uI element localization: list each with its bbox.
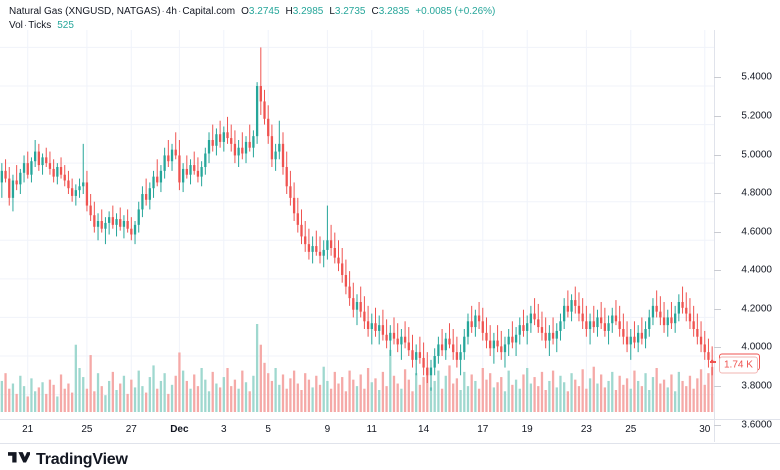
time-tick-label: 23 — [580, 424, 592, 435]
price-tick-mark — [714, 270, 721, 272]
footer-divider — [0, 443, 780, 444]
ohlc-change-value: +0.0085 (+0.26%) — [415, 6, 496, 17]
price-tick-label: 4.4000 — [741, 264, 772, 276]
price-tick-label: 3.6000 — [741, 419, 772, 431]
price-tick-mark — [714, 424, 721, 426]
volume-source: Ticks — [28, 20, 52, 31]
time-tick-label: 5 — [265, 424, 271, 435]
time-tick-label: 3 — [221, 424, 227, 435]
price-tick-label: 4.0000 — [741, 341, 772, 353]
price-axis-divider — [714, 30, 715, 442]
legend-separator-3: · — [23, 20, 28, 31]
legend-separator-2: · — [177, 6, 182, 17]
time-tick-label: Dec — [170, 424, 189, 435]
time-axis[interactable]: 21 25 27 Dec 3 5 9 11 14 17 19 23 25 30 — [0, 420, 714, 442]
price-tick-label: 5.4000 — [741, 71, 772, 83]
price-tick-mark — [714, 386, 721, 387]
price-tick-label: 4.6000 — [741, 226, 772, 238]
price-pane[interactable] — [0, 30, 714, 412]
ohlc-close-label: C — [371, 6, 379, 17]
price-tick-mark — [714, 77, 721, 79]
chart-legend: Natural Gas (XNGUSD, NATGAS)·4h·Capital.… — [9, 5, 495, 33]
ohlc-high-value: 3.2985 — [292, 6, 324, 17]
price-tick-mark — [714, 116, 721, 117]
price-tick-mark — [714, 154, 721, 156]
time-tick-label: 30 — [699, 424, 711, 435]
time-tick-label: 27 — [125, 424, 137, 435]
symbol-name[interactable]: Natural Gas (XNGUSD, NATGAS) — [9, 6, 161, 17]
price-tick-label: 3.8000 — [741, 380, 772, 392]
ohlc-low-label: L — [329, 6, 335, 17]
interval-label[interactable]: 4h — [165, 6, 177, 17]
tradingview-wordmark: TradingView — [36, 450, 128, 468]
time-tick-label: 25 — [625, 424, 637, 435]
last-price-tick — [710, 361, 716, 364]
tradingview-logo[interactable]: TradingView — [8, 450, 128, 469]
time-tick-label: 17 — [477, 424, 489, 435]
ohlc-open-value: 3.2745 — [248, 6, 280, 17]
time-tick-label: 21 — [22, 424, 34, 435]
volume-value: 525 — [57, 20, 74, 31]
price-tick-mark — [714, 193, 721, 195]
price-tick-label: 4.8000 — [741, 187, 772, 199]
exchange-label: Capital.com — [182, 6, 236, 17]
ohlc-open-label: O — [241, 6, 249, 17]
time-tick-label: 19 — [521, 424, 533, 435]
ohlc-high-label: H — [285, 6, 293, 17]
volume-title: Vol — [9, 20, 23, 31]
price-tick-mark — [714, 347, 721, 349]
legend-separator-1: · — [161, 6, 165, 17]
time-axis-divider — [0, 419, 780, 420]
volume-badge[interactable]: 1.74 K — [719, 356, 758, 374]
ohlc-low-value: 3.2735 — [334, 6, 366, 17]
price-tick-label: 5.0000 — [741, 149, 772, 161]
time-tick-label: 25 — [81, 424, 93, 435]
time-tick-label: 9 — [324, 424, 331, 435]
price-tick-label: 4.2000 — [741, 303, 772, 315]
price-axis[interactable]: 5.4000 5.2000 5.0000 4.8000 4.6000 4.4000 4.20… — [714, 30, 780, 430]
time-tick-label: 14 — [418, 424, 430, 435]
price-tick-mark — [714, 231, 721, 233]
price-tick-mark — [714, 308, 721, 310]
legend-volume-row[interactable]: Vol·Ticks 525 — [9, 19, 495, 33]
price-tick-label: 5.2000 — [741, 110, 772, 122]
legend-symbol-row[interactable]: Natural Gas (XNGUSD, NATGAS)·4h·Capital.… — [9, 5, 495, 19]
time-tick-label: 11 — [366, 424, 377, 435]
candlestick-canvas[interactable] — [0, 30, 714, 412]
tradingview-mark-icon — [8, 450, 32, 469]
ohlc-close-value: 3.2835 — [378, 6, 410, 17]
